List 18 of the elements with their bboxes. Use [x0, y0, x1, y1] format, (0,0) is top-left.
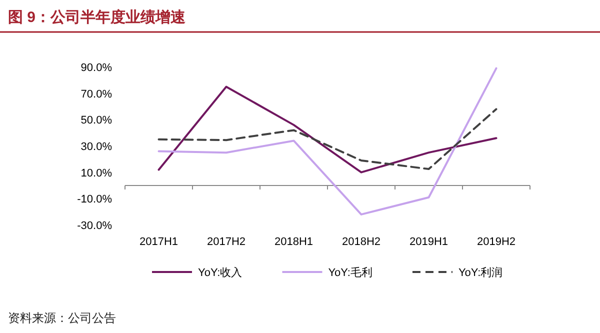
- legend-label: YoY:收入: [198, 266, 242, 279]
- x-tick-label: 2017H1: [139, 236, 178, 248]
- legend-label: YoY:利润: [458, 266, 503, 279]
- x-tick-label: 2017H2: [206, 236, 246, 248]
- x-tick-label: 2019H2: [476, 236, 516, 248]
- x-tick-label: 2018H1: [274, 236, 314, 248]
- y-tick-label: -10.0%: [77, 194, 112, 206]
- y-tick-label: 90.0%: [80, 62, 112, 74]
- legend-label: YoY:毛利: [328, 266, 372, 279]
- x-tick-label: 2019H1: [409, 236, 448, 248]
- x-tick-label: 2018H2: [342, 236, 381, 248]
- y-tick-label: 70.0%: [80, 88, 112, 100]
- y-tick-label: 30.0%: [80, 141, 112, 153]
- y-tick-label: 50.0%: [80, 114, 112, 127]
- chart-title: 图 9：公司半年度业绩增速: [8, 8, 187, 26]
- text: 资料来源：公司公告: [8, 311, 116, 325]
- y-tick-label: -30.0%: [77, 220, 112, 232]
- y-tick-label: 10.0%: [80, 167, 112, 180]
